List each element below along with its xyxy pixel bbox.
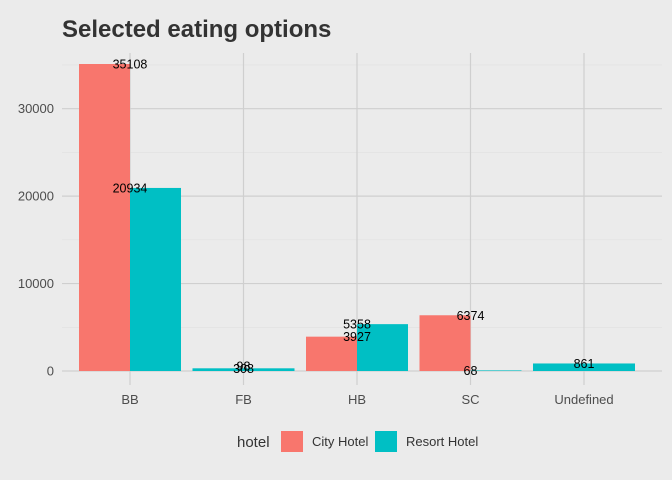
x-tick-label-hb: HB: [348, 392, 366, 407]
chart-title: Selected eating options: [62, 16, 331, 43]
y-tick-label: 0: [47, 364, 54, 379]
data-label-extra-fb: 98: [237, 360, 251, 374]
bar-resort-hotel-fb: [192, 368, 295, 371]
y-tick-label: 30000: [18, 101, 54, 116]
bar-city-hotel-bb: [79, 64, 130, 371]
bar-resort-hotel-bb: [130, 187, 181, 371]
data-label-city-hotel-hb: 3927: [343, 330, 371, 344]
data-label-resort-hotel-sc: 68: [464, 364, 478, 378]
data-label-resort-hotel-bb: 20934: [113, 181, 148, 195]
y-tick-label: 10000: [18, 276, 54, 291]
x-tick-label-undefined: Undefined: [554, 392, 613, 407]
data-label-resort-hotel-hb: 5358: [343, 318, 371, 332]
x-tick-label-fb: FB: [235, 392, 252, 407]
axes: 0 10000 20000 30000 BB FB HB SC Undefined: [18, 101, 614, 407]
legend-swatch-resort-hotel: [375, 431, 397, 452]
data-label-city-hotel-sc: 6374: [457, 309, 485, 323]
x-tick-label-bb: BB: [121, 392, 138, 407]
bar-city-hotel-hb: [306, 336, 357, 371]
bar-resort-hotel-sc: [470, 370, 522, 371]
bar-resort-hotel-hb: [357, 324, 408, 371]
y-tick-label: 20000: [18, 189, 54, 204]
x-tick-label-sc: SC: [461, 392, 479, 407]
legend: hotel City Hotel Resort Hotel: [237, 431, 478, 452]
legend-title: hotel: [237, 434, 270, 451]
legend-label-city-hotel: City Hotel: [312, 434, 368, 449]
data-label-city-hotel-bb: 35108: [113, 58, 148, 72]
legend-label-resort-hotel: Resort Hotel: [406, 434, 478, 449]
data-label-resort-hotel-fb: 308: [233, 362, 254, 376]
bar-city-hotel-sc: [419, 315, 471, 371]
data-label-resort-hotel-undefined: 861: [574, 357, 595, 371]
bars: [79, 64, 635, 371]
legend-swatch-city-hotel: [281, 431, 303, 452]
bar-resort-hotel-undefined: [533, 363, 635, 371]
